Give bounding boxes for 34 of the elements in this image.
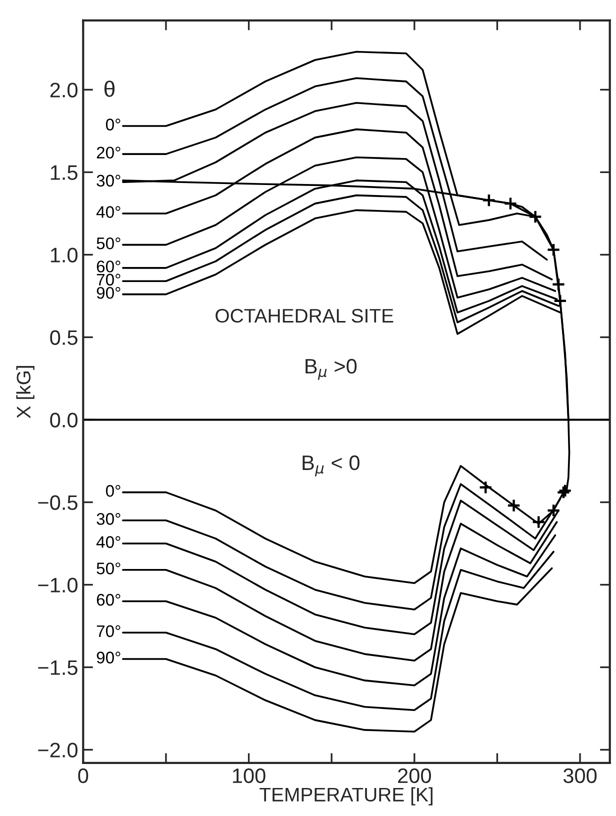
y-tick-label: 2.0: [50, 82, 78, 98]
x-axis-title: TEMPERATURE [K]: [260, 787, 432, 806]
x-tick-label: 0: [78, 768, 88, 784]
y-tick-label: 1.0: [50, 248, 78, 262]
series-label: 60°: [96, 594, 120, 606]
series-label: 70°: [96, 274, 120, 286]
series-label: 40°: [96, 206, 120, 218]
annotation: B$_{μ}$ < 0: [302, 455, 360, 476]
y-tick-label: −1.5: [38, 660, 78, 676]
series-label: 20°: [96, 146, 120, 159]
x-tick-label: 300: [563, 768, 597, 784]
series-label: 90°: [96, 286, 120, 299]
series-label: 30°: [96, 513, 120, 525]
series-label: 30°: [96, 174, 120, 187]
x-tick-label: 200: [398, 768, 431, 784]
y-tick-label: −2.0: [38, 742, 78, 758]
y-tick-label: −0.5: [38, 495, 78, 510]
series-label: 90°: [96, 652, 120, 664]
y-tick-label: −1.0: [38, 578, 78, 592]
annotation: B$_{μ}$ >0: [306, 358, 357, 380]
series-label: 60°: [96, 260, 120, 272]
series-label: 40°: [96, 536, 120, 548]
y-tick-label: 0.5: [50, 330, 78, 345]
series-label: 0°: [106, 118, 120, 130]
series-label: 50°: [96, 237, 120, 250]
y-tick-label: 1.5: [50, 165, 78, 180]
annotation: OCTAHEDRAL SITE: [216, 308, 394, 323]
annotation: θ: [104, 80, 115, 97]
series-label: 0°: [106, 485, 120, 497]
series-label: 70°: [96, 625, 120, 638]
y-axis-title: X [kG]: [16, 366, 34, 418]
series-label: 50°: [96, 562, 120, 574]
x-tick-label: 100: [232, 768, 266, 784]
y-tick-label: 0.0: [50, 412, 78, 428]
